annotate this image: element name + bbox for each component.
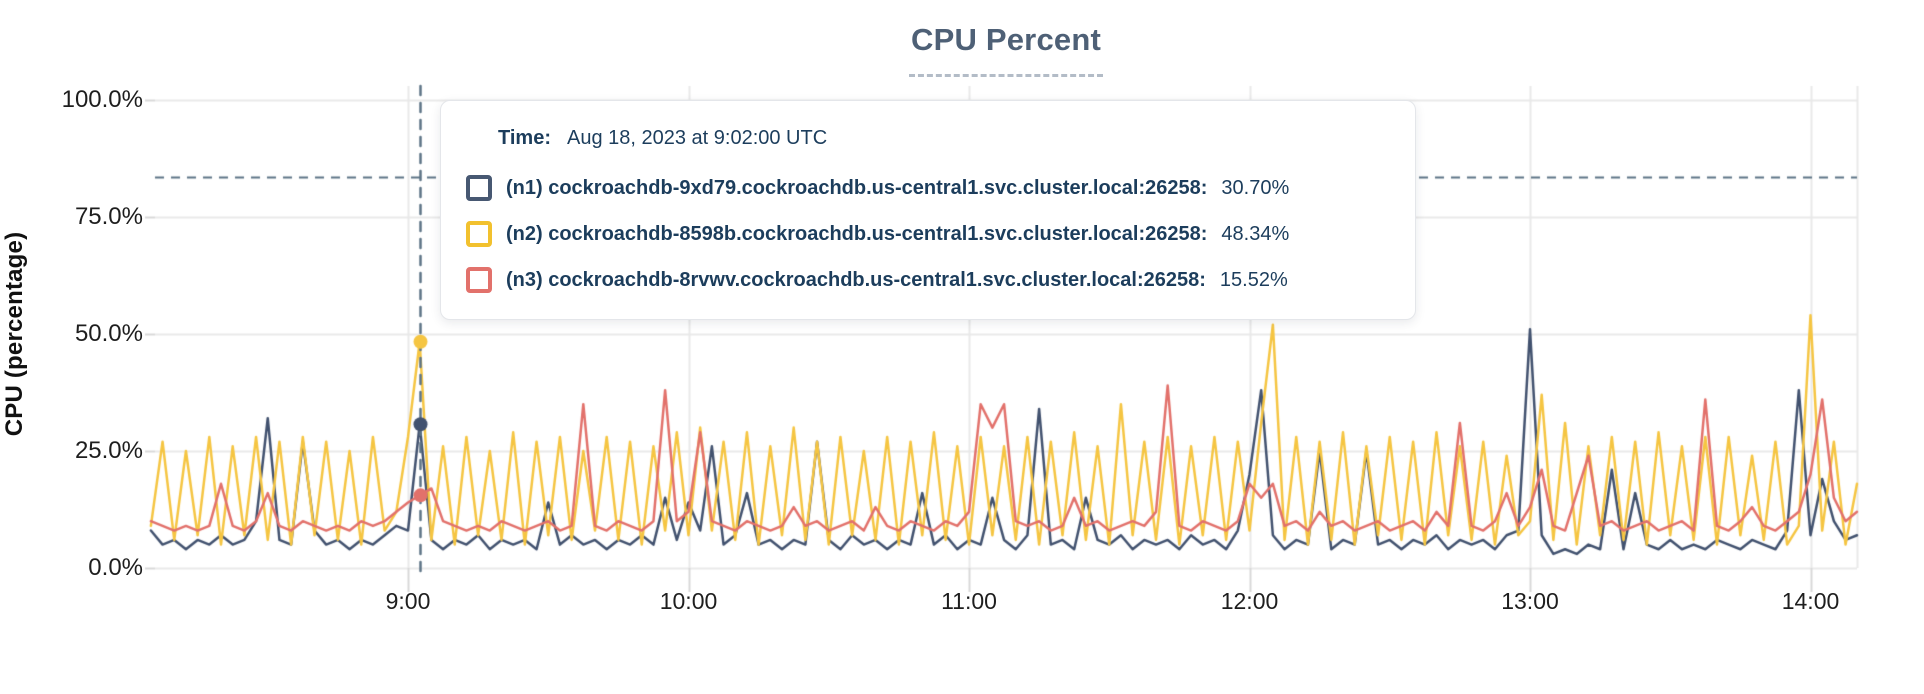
tooltip-time-label: Time:	[498, 126, 551, 149]
y-tick-label: 0.0%	[88, 554, 143, 581]
tooltip-series-value: 15.52%	[1219, 268, 1288, 291]
chart-title-wrap: CPU Percent	[155, 22, 1857, 77]
x-tick-label: 11:00	[941, 588, 997, 614]
tooltip-series-label: (n1) cockroachdb-9xd79.cockroachdb.us-ce…	[506, 176, 1208, 199]
hover-tooltip: Time: Aug 18, 2023 at 9:02:00 UTC (n1) c…	[440, 100, 1416, 320]
x-tick-label: 13:00	[1501, 588, 1559, 614]
tooltip-series-row: (n2) cockroachdb-8598b.cockroachdb.us-ce…	[466, 221, 1390, 247]
tooltip-series-value: 48.34%	[1221, 222, 1290, 245]
y-tick-label: 100.0%	[61, 86, 143, 113]
tooltip-time-row: Time: Aug 18, 2023 at 9:02:00 UTC	[498, 125, 1390, 151]
chart-title[interactable]: CPU Percent	[909, 22, 1103, 77]
y-tick-label: 75.0%	[74, 203, 143, 230]
series-legend-swatch-icon	[466, 267, 492, 293]
tooltip-series-value: 30.70%	[1221, 176, 1290, 199]
series-legend-swatch-icon	[466, 175, 492, 201]
tooltip-series-rows: (n1) cockroachdb-9xd79.cockroachdb.us-ce…	[466, 175, 1390, 293]
x-tick-label: 14:00	[1781, 588, 1840, 614]
x-tick-label: 9:00	[385, 588, 431, 614]
tooltip-time-value: Aug 18, 2023 at 9:02:00 UTC	[566, 126, 828, 149]
y-tick-label: 50.0%	[74, 320, 143, 347]
y-tick-label: 25.0%	[74, 437, 143, 464]
tooltip-series-label: (n2) cockroachdb-8598b.cockroachdb.us-ce…	[506, 222, 1208, 245]
tooltip-series-row: (n3) cockroachdb-8rvwv.cockroachdb.us-ce…	[466, 267, 1390, 293]
tooltip-series-row: (n1) cockroachdb-9xd79.cockroachdb.us-ce…	[466, 175, 1390, 201]
x-tick-label: 12:00	[1220, 588, 1279, 614]
x-tick-label: 10:00	[659, 588, 718, 614]
tooltip-series-label: (n3) cockroachdb-8rvwv.cockroachdb.us-ce…	[506, 268, 1206, 291]
series-legend-swatch-icon	[466, 221, 492, 247]
